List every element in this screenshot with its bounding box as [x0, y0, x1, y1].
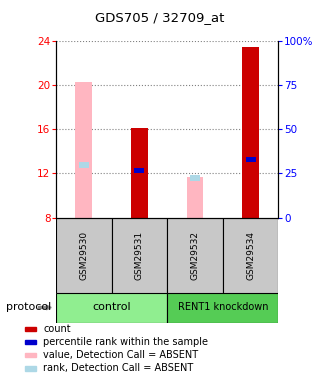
Bar: [76, 82, 92, 218]
Text: RENT1 knockdown: RENT1 knockdown: [178, 303, 268, 312]
Text: rank, Detection Call = ABSENT: rank, Detection Call = ABSENT: [44, 363, 194, 374]
Text: GSM29530: GSM29530: [79, 230, 88, 280]
Bar: [56, 292, 167, 322]
Text: GSM29534: GSM29534: [246, 231, 255, 279]
Text: percentile rank within the sample: percentile rank within the sample: [44, 337, 208, 347]
Text: count: count: [44, 324, 71, 334]
Text: control: control: [92, 303, 131, 312]
Text: GSM29531: GSM29531: [135, 230, 144, 280]
Bar: [25, 353, 36, 357]
Bar: [223, 217, 278, 292]
Bar: [187, 177, 203, 218]
Bar: [167, 292, 278, 322]
Bar: [25, 366, 36, 370]
Bar: [242, 47, 259, 217]
Bar: [167, 217, 223, 292]
Bar: [131, 128, 148, 217]
Bar: [25, 340, 36, 344]
Bar: [112, 217, 167, 292]
Text: GDS705 / 32709_at: GDS705 / 32709_at: [95, 11, 225, 24]
Text: protocol: protocol: [6, 303, 52, 312]
Bar: [245, 157, 256, 162]
Bar: [79, 162, 89, 168]
Text: GSM29532: GSM29532: [190, 231, 199, 279]
Bar: [25, 327, 36, 331]
Bar: [134, 168, 144, 174]
Bar: [56, 217, 112, 292]
Text: value, Detection Call = ABSENT: value, Detection Call = ABSENT: [44, 350, 198, 360]
Bar: [190, 175, 200, 181]
